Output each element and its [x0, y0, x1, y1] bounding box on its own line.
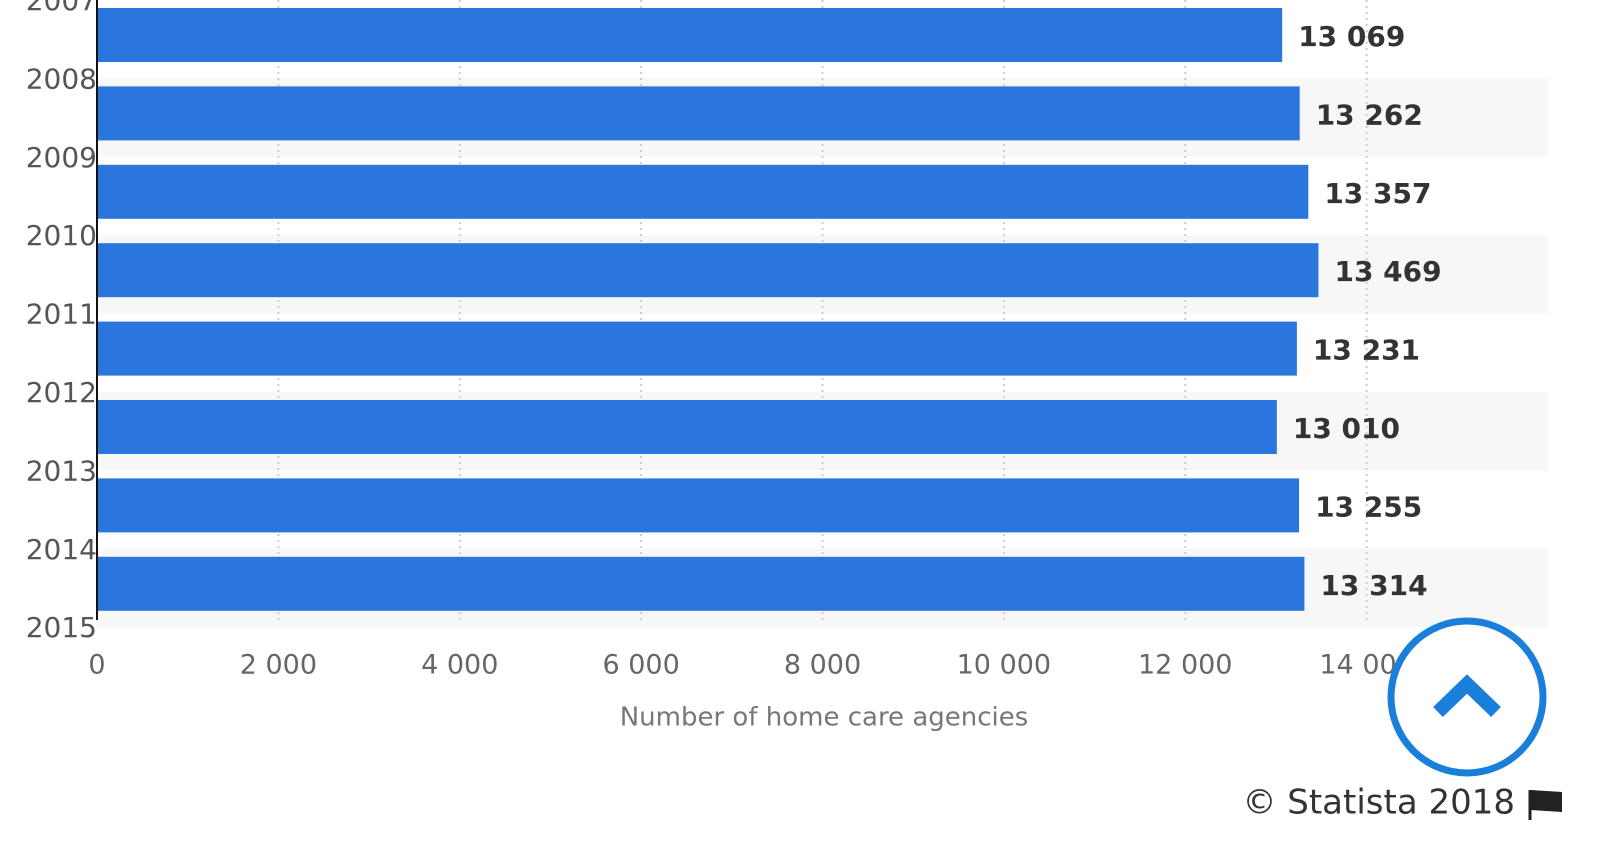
x-tick-label: 4 000: [421, 650, 498, 681]
value-label: 13 231: [1313, 334, 1420, 367]
y-tick-label: 2015: [26, 611, 97, 644]
x-tick-label: 0: [88, 650, 105, 681]
flag-icon: [1528, 790, 1562, 820]
bar: [97, 8, 1283, 62]
y-tick-label: 2012: [26, 376, 97, 409]
value-label: 13 255: [1315, 490, 1422, 523]
value-label: 13 357: [1324, 177, 1431, 210]
y-tick-label: 2011: [26, 298, 97, 331]
bars: 13 069 13 262 13 357 13 469 13 231 13 010 13 2…: [97, 8, 1442, 611]
x-axis-title: Number of home care agencies: [620, 703, 1029, 733]
x-tick-label: 2 000: [240, 650, 317, 681]
value-label: 13 469: [1334, 255, 1441, 288]
y-tick-label: 2007: [26, 0, 97, 17]
x-tick-label: 8 000: [784, 650, 861, 681]
y-tick-label: 2008: [26, 62, 97, 95]
y-tick-label: 2014: [26, 533, 97, 566]
bar: [97, 164, 1309, 219]
value-label: 13 010: [1293, 412, 1400, 445]
value-label: 13 314: [1320, 569, 1427, 602]
bar: [97, 478, 1300, 533]
y-tick-label: 2010: [26, 219, 97, 252]
y-tick-label: 2009: [26, 141, 97, 174]
source: © Statista 2018: [1242, 783, 1515, 823]
y-tick-label: 2013: [26, 454, 97, 487]
bar: [97, 556, 1305, 611]
x-tick-label: 10 000: [957, 650, 1051, 681]
bar: [97, 86, 1300, 141]
scroll-top-button[interactable]: [1387, 617, 1547, 777]
bar: [97, 400, 1277, 454]
x-tick-label: 12 000: [1138, 650, 1232, 681]
bar: [97, 243, 1319, 298]
bar: [97, 321, 1297, 376]
x-tick-label: 6 000: [602, 650, 679, 681]
value-label: 13 069: [1298, 20, 1405, 53]
value-label: 13 262: [1316, 98, 1423, 131]
